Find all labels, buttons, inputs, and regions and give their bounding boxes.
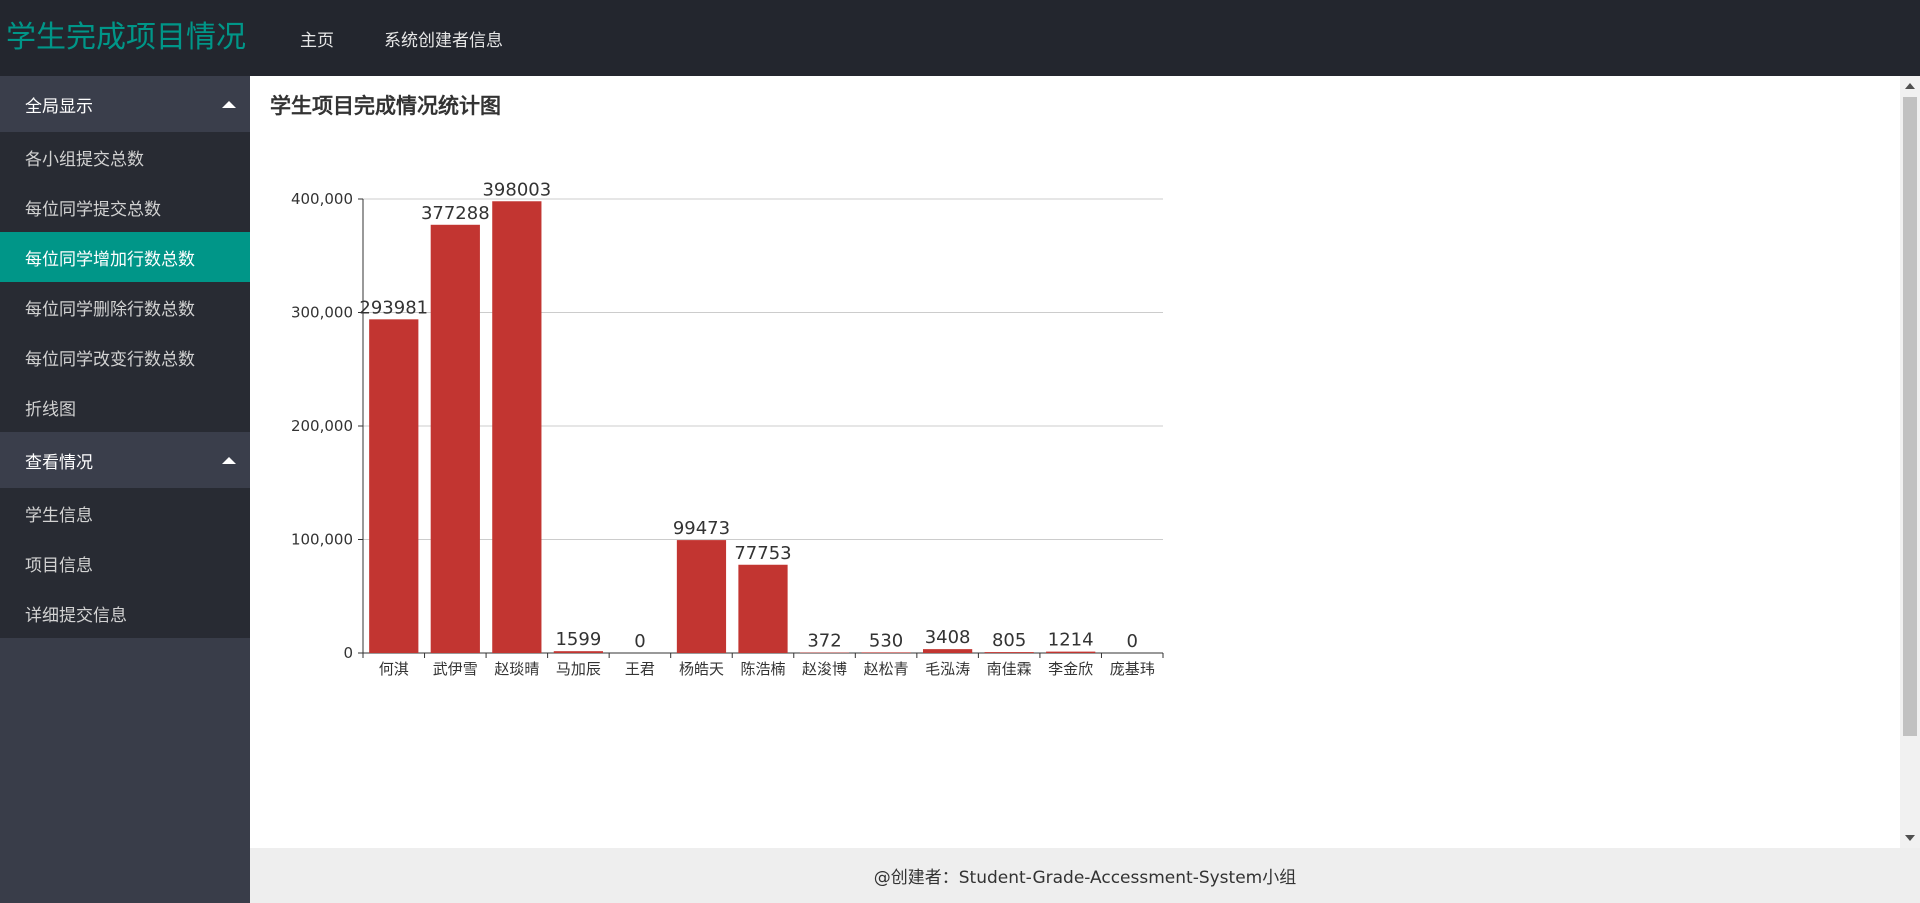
y-tick-label: 300,000 [291,304,353,322]
data-label: 293981 [359,297,428,318]
data-label: 377288 [421,203,490,224]
vertical-scrollbar[interactable] [1900,76,1920,848]
data-label: 1599 [555,629,601,650]
nav-creator-info-link[interactable]: 系统创建者信息 [384,30,503,51]
sidebar-group-items: 学生信息 项目信息 详细提交信息 [0,488,250,638]
main-content: 学生项目完成情况统计图 0 100,000 200,000 300,000 400,00… [250,76,1900,848]
bar [369,319,419,653]
bar [1046,651,1096,653]
x-tick-label: 王君 [625,660,655,678]
y-tick-label: 400,000 [291,190,353,208]
x-tick-label: 陈浩楠 [740,660,785,678]
bar-chart: 0 100,000 200,000 300,000 400,000 293981 何淇 377… [291,179,1164,678]
y-tick-label: 200,000 [291,417,353,435]
data-label: 99473 [673,518,730,539]
x-tick-label: 杨皓天 [679,660,724,678]
data-label: 398003 [482,179,551,200]
scrollbar-thumb[interactable] [1903,97,1917,736]
sidebar-group-label: 查看情况 [25,452,93,473]
x-tick-label: 毛泓涛 [925,660,970,678]
sidebar-item-lines-deleted[interactable]: 每位同学删除行数总数 [25,299,195,320]
x-tick-label: 赵松青 [864,660,909,678]
scroll-down-arrow-icon[interactable] [1905,835,1915,841]
sidebar-item-group-submissions[interactable]: 各小组提交总数 [25,149,144,170]
bar [984,652,1034,653]
bar [738,564,788,653]
y-tick-label: 0 [343,644,353,662]
data-label: 805 [992,630,1026,651]
sidebar-item-project-info[interactable]: 项目信息 [25,555,93,576]
data-label: 530 [869,630,903,651]
sidebar-item-student-info[interactable]: 学生信息 [25,505,93,526]
top-nav: 主页 系统创建者信息 [300,0,553,76]
sidebar: 全局显示 各小组提交总数 每位同学提交总数 每位同学增加行数总数 每位同学删除行… [0,76,250,903]
data-label: 372 [807,631,841,652]
sidebar-item-student-submissions[interactable]: 每位同学提交总数 [25,199,161,220]
bar [553,651,603,653]
footer: @创建者：Student-Grade-Accessment-System小组 [250,848,1920,903]
nav-home-link[interactable]: 主页 [300,30,334,51]
x-tick-label: 庞基玮 [1110,660,1155,678]
page-title: 学生项目完成情况统计图 [270,94,501,118]
sidebar-group-global-display[interactable]: 全局显示 [0,76,250,132]
bar [492,201,542,653]
data-label: 0 [634,631,645,652]
app-brand: 学生完成项目情况 [6,20,246,55]
bar [430,224,480,653]
scroll-up-arrow-icon[interactable] [1905,83,1915,89]
data-label: 77753 [734,543,791,564]
sidebar-item-submission-details[interactable]: 详细提交信息 [25,605,127,626]
x-tick-label: 武伊雪 [433,660,478,678]
sidebar-item-lines-added[interactable]: 每位同学增加行数总数 [0,232,250,282]
footer-text: @创建者：Student-Grade-Accessment-System小组 [873,868,1297,888]
sidebar-group-view[interactable]: 查看情况 [0,432,250,488]
bar [861,652,911,653]
sidebar-group-label: 全局显示 [25,96,93,117]
data-label: 3408 [925,627,971,648]
x-tick-label: 赵浚博 [802,660,847,678]
bar [923,649,973,653]
x-tick-label: 马加辰 [556,660,601,678]
data-label: 1214 [1048,630,1094,651]
x-tick-label: 何淇 [379,660,409,678]
y-tick-label: 100,000 [291,531,353,549]
data-label: 0 [1127,631,1138,652]
x-tick-label: 赵琰晴 [494,660,539,678]
bar [676,540,727,653]
sidebar-item-line-chart[interactable]: 折线图 [25,399,76,420]
x-tick-label: 李金欣 [1048,660,1093,678]
sidebar-group-items: 各小组提交总数 每位同学提交总数 每位同学增加行数总数 每位同学删除行数总数 每… [0,132,250,432]
top-header: 学生完成项目情况 主页 系统创建者信息 [0,0,1920,76]
caret-up-icon [222,457,236,464]
caret-up-icon [222,101,236,108]
x-tick-label: 南佳霖 [987,660,1032,678]
sidebar-item-lines-changed[interactable]: 每位同学改变行数总数 [25,349,195,370]
